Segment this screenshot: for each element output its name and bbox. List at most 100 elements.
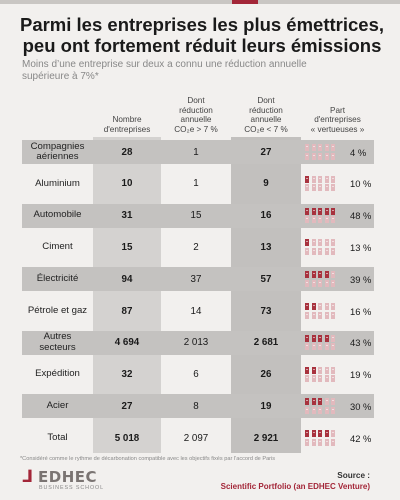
- column-header-line: annuelle: [250, 115, 282, 125]
- column-header-line: Dont: [257, 96, 275, 106]
- cell-above7: 37: [190, 273, 202, 285]
- building-icon: [318, 184, 323, 192]
- building-icon: [324, 207, 329, 215]
- row-label-line: Aluminium: [35, 177, 80, 189]
- building-icon: [324, 311, 329, 319]
- row-label: Total: [22, 426, 93, 450]
- column-header-line: Part: [329, 105, 346, 115]
- building-icon: [305, 184, 309, 192]
- building-icon: [331, 375, 336, 383]
- building-icon: [331, 239, 336, 247]
- cell-total: 5 018: [114, 432, 140, 444]
- cell-above7: 15: [190, 210, 202, 222]
- building-icon: [311, 144, 316, 151]
- building-icon: [311, 279, 316, 287]
- page-title: Parmi les entreprises les plus émettrice…: [16, 14, 388, 56]
- cell-below7: 2 921: [253, 432, 279, 444]
- cell-share: 30 %: [350, 400, 372, 412]
- building-icon: [311, 398, 316, 406]
- column-header-total: Nombre d'entreprises: [93, 115, 161, 134]
- cell-above7: 1: [193, 146, 199, 158]
- row-label-line: Expédition: [35, 368, 80, 380]
- row-label: Automobile: [22, 204, 93, 228]
- building-icon: [311, 207, 316, 215]
- footnote: *Considéré comme le rythme de décarbonat…: [20, 456, 276, 462]
- building-icon: [311, 375, 316, 383]
- column-header-line: annuelle: [180, 115, 212, 125]
- building-icon: [331, 438, 336, 446]
- cell-total: 27: [121, 400, 133, 412]
- cell-below7: 19: [260, 400, 272, 412]
- building-icon: [318, 279, 323, 287]
- building-icon: [305, 343, 309, 351]
- cell-below7: 2 681: [253, 337, 279, 349]
- building-icon: [331, 144, 336, 151]
- building-icon: [305, 311, 309, 319]
- building-icon: [311, 406, 316, 414]
- row-label-line: Automobile: [33, 209, 82, 221]
- building-icon: [305, 303, 309, 310]
- subtitle-line-2: supérieure à 7%*: [22, 71, 99, 82]
- column-header-line: CO₂e < 7 %: [244, 124, 288, 134]
- cell-above7: 1: [193, 178, 199, 190]
- column-header-line: « vertueuses »: [310, 124, 365, 134]
- building-icon: [318, 207, 323, 215]
- building-icon: [324, 144, 329, 151]
- building-icon: [324, 239, 329, 247]
- building-icon: [324, 247, 329, 255]
- building-icon: [305, 398, 309, 406]
- row-label: Autres secteurs: [22, 331, 93, 355]
- share-icon-grid: [305, 175, 341, 192]
- cell-share: 42 %: [350, 432, 372, 444]
- building-icon: [324, 343, 329, 351]
- building-icon: [305, 279, 309, 287]
- column-header-share: Part d'entreprises « vertueuses »: [301, 106, 374, 134]
- cell-share: 39 %: [350, 273, 372, 285]
- building-icon: [311, 216, 316, 224]
- building-icon: [324, 216, 329, 224]
- building-icon: [311, 184, 316, 192]
- building-icon: [324, 175, 329, 183]
- building-icon: [305, 430, 309, 438]
- logo-mark: ⅃: [22, 467, 33, 487]
- column-header-line: Nombre: [112, 115, 142, 125]
- building-icon: [318, 366, 323, 374]
- cell-below7: 16: [260, 210, 272, 222]
- building-icon: [331, 184, 336, 192]
- building-icon: [331, 279, 336, 287]
- building-icon: [318, 375, 323, 383]
- share-icon-grid: [305, 366, 341, 383]
- row-label: Électricité: [22, 267, 93, 291]
- row-label-line: Total: [47, 431, 68, 443]
- share-icon-grid: [305, 271, 341, 287]
- building-icon: [318, 239, 323, 247]
- cell-above7: 14: [190, 305, 202, 317]
- cell-above7: 2 097: [183, 432, 209, 444]
- building-icon: [324, 271, 329, 279]
- row-label-line: Électricité: [36, 272, 79, 284]
- share-icon-grid: [305, 144, 341, 160]
- cell-above7: 2 013: [183, 337, 209, 349]
- building-icon: [324, 406, 329, 414]
- building-icon: [305, 247, 309, 255]
- building-icon: [318, 438, 323, 446]
- edhec-logo: ⅃ EDHEC BUSINESS SCHOOL: [22, 466, 132, 494]
- building-icon: [331, 334, 336, 342]
- row-label: Aluminium: [22, 172, 93, 196]
- cell-total: 87: [121, 305, 133, 317]
- row-label-line: Acier: [46, 400, 69, 412]
- column-header-line: Dont: [187, 96, 205, 106]
- building-icon: [311, 311, 316, 319]
- cell-above7: 2: [193, 241, 199, 253]
- building-icon: [318, 303, 323, 310]
- building-icon: [318, 216, 323, 224]
- building-icon: [305, 207, 309, 215]
- building-icon: [331, 366, 336, 374]
- building-icon: [324, 398, 329, 406]
- building-icon: [311, 239, 316, 247]
- building-icon: [305, 438, 309, 446]
- building-icon: [305, 144, 309, 151]
- building-icon: [331, 216, 336, 224]
- building-icon: [324, 184, 329, 192]
- building-icon: [305, 175, 309, 183]
